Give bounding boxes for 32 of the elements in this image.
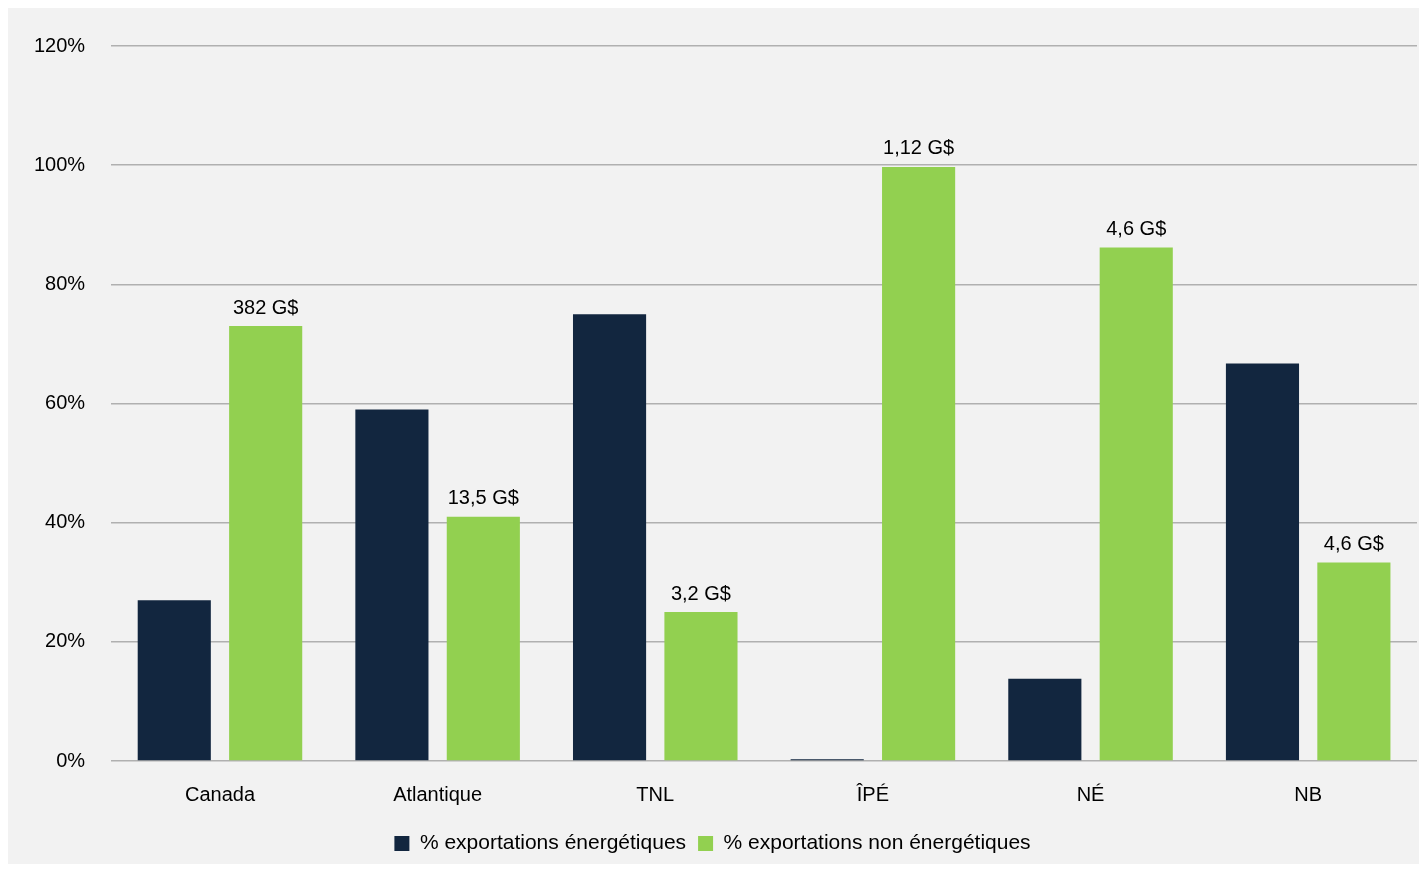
y-tick-label: 0%: [56, 748, 86, 771]
y-tick-label: 80%: [45, 271, 86, 294]
y-tick-label: 120%: [34, 33, 86, 56]
bar: [446, 516, 520, 761]
legend-label: % exportations énergétiques: [419, 830, 687, 854]
bar: [1099, 247, 1173, 761]
y-tick-label: 100%: [34, 152, 86, 175]
y-tick-label: 40%: [45, 510, 86, 533]
bar: [1225, 363, 1300, 761]
bar: [229, 326, 303, 761]
bar: [1317, 562, 1391, 761]
x-tick-label: NÉ: [1076, 782, 1105, 805]
bar: [572, 314, 647, 761]
bar: [664, 612, 738, 761]
bar: [882, 166, 956, 761]
x-tick-label: ÎPÉ: [855, 782, 890, 805]
annotation: 4,6 G$: [1106, 216, 1167, 239]
x-tick-label: NB: [1294, 782, 1323, 805]
x-tick-label: Canada: [184, 782, 256, 805]
annotation: 382 G$: [232, 295, 299, 318]
bar: [1008, 678, 1082, 761]
annotation: 4,6 G$: [1323, 532, 1384, 555]
y-tick-label: 60%: [45, 391, 86, 414]
bar: [137, 600, 211, 761]
legend-label: % exportations non énergétiques: [723, 830, 1031, 854]
x-tick-label: TNL: [636, 782, 675, 805]
annotation: 1,12 G$: [883, 136, 955, 159]
annotation: 13,5 G$: [447, 486, 519, 509]
x-tick-label: Atlantique: [393, 782, 483, 805]
annotation: 3,2 G$: [670, 581, 731, 604]
y-tick-label: 20%: [45, 629, 86, 652]
bar: [355, 409, 429, 761]
